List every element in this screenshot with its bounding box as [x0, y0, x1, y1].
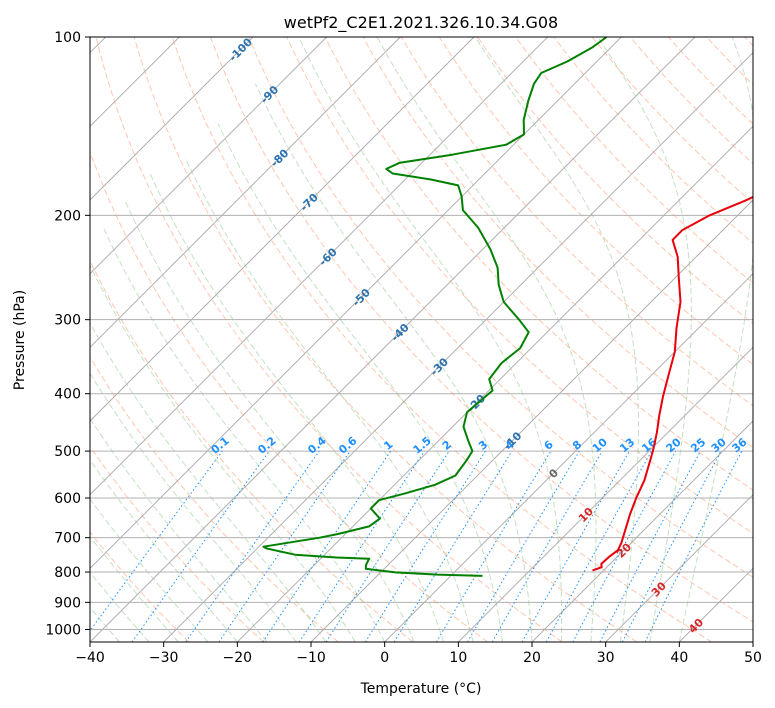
dry-adiabat-line — [286, 37, 753, 534]
moist-adiabat-line — [678, 37, 753, 642]
isotherm-line — [384, 272, 753, 642]
x-tick-label: 40 — [670, 650, 688, 666]
mixing-ratio-line — [545, 450, 653, 642]
chart-title: wetPf2_C2E1.2021.326.10.34.G08 — [284, 13, 558, 33]
moist-adiabat-line — [125, 201, 415, 642]
x-tick-label: 50 — [744, 650, 762, 666]
x-tick-label: 0 — [380, 650, 389, 666]
mixing-ratio-line — [364, 450, 486, 642]
moist-adiabat-line — [298, 37, 563, 642]
moist-adiabat-line — [90, 571, 150, 642]
dry-adiabat-line — [133, 37, 638, 642]
moist-adiabat-line — [597, 37, 692, 642]
y-tick-label: 100 — [54, 30, 81, 46]
y-tick-label: 200 — [54, 208, 81, 224]
moist-adiabat-line — [149, 173, 445, 642]
moist-adiabat-line — [90, 606, 120, 642]
isotherm-line — [90, 37, 401, 349]
y-tick-label: 600 — [54, 491, 81, 507]
dewpoint-profile-line — [262, 37, 608, 577]
y-tick-label: 1000 — [45, 622, 81, 638]
plot-frame — [89, 36, 754, 643]
y-tick-label: 500 — [54, 444, 81, 460]
isotherm-line — [236, 125, 753, 642]
x-tick-label: 30 — [597, 650, 615, 666]
isotherm-line — [310, 199, 753, 642]
dry-adiabat-line — [248, 37, 753, 578]
dry-adiabat-line — [210, 37, 753, 623]
x-axis-label: Temperature (°C) — [360, 681, 482, 697]
isotherm-line — [457, 346, 753, 642]
y-tick-label: 300 — [54, 313, 81, 329]
mixing-ratio-line — [131, 450, 270, 642]
x-tick-label: 20 — [523, 650, 541, 666]
moist-adiabat-line — [90, 321, 327, 642]
moist-adiabat-line — [474, 37, 639, 642]
mixing-ratio-line — [435, 450, 552, 642]
isotherm-line — [90, 37, 328, 275]
dry-adiabat-line — [400, 37, 753, 407]
x-tick-label: 10 — [449, 650, 467, 666]
y-axis-label: Pressure (hPa) — [12, 290, 28, 390]
dry-adiabat-line — [438, 37, 753, 366]
mixing-ratio-line — [218, 450, 351, 642]
moist-adiabat-line — [90, 459, 238, 642]
isotherm-line — [90, 37, 622, 570]
moist-adiabat-line — [90, 498, 209, 642]
y-tick-label: 700 — [54, 531, 81, 547]
moist-adiabat-line — [90, 264, 356, 642]
temperature-profile-line — [592, 195, 753, 572]
dry-adiabat-line — [90, 356, 339, 642]
dry-adiabat-line — [629, 37, 753, 165]
y-tick-label: 800 — [54, 565, 81, 581]
dry-adiabat-line — [324, 37, 753, 491]
x-tick-label: −30 — [149, 650, 179, 666]
mixing-ratio-line — [521, 450, 630, 642]
mixing-ratio-line — [393, 450, 513, 642]
mixing-ratio-line — [325, 450, 450, 642]
mixing-ratio-line — [90, 450, 223, 632]
moist-adiabat-line — [376, 37, 597, 642]
moist-adiabat-line — [217, 123, 503, 642]
x-tick-label: −40 — [75, 650, 105, 666]
isotherm-line — [90, 37, 254, 201]
dry-adiabat-line — [90, 531, 190, 642]
isotherm-line — [90, 37, 475, 422]
isotherm-line — [531, 420, 753, 642]
mixing-ratio-line — [572, 450, 677, 642]
y-tick-label: 400 — [54, 387, 81, 403]
mixing-ratio-line — [185, 450, 320, 642]
isotherm-line — [90, 37, 696, 642]
moist-adiabat-line — [254, 83, 533, 642]
x-tick-label: −20 — [223, 650, 253, 666]
x-tick-label: −10 — [296, 650, 326, 666]
isotherm-line — [605, 493, 753, 642]
y-tick-label: 900 — [54, 595, 81, 611]
moist-adiabat-line — [90, 417, 268, 642]
moist-adiabat-line — [90, 372, 297, 642]
isotherm-line — [90, 37, 549, 496]
dry-adiabat-line — [553, 37, 753, 244]
dry-adiabat-line — [591, 37, 753, 204]
dry-adiabat-line — [515, 37, 753, 284]
dry-adiabat-line — [90, 150, 488, 642]
dry-adiabat-line — [477, 37, 753, 325]
dry-adiabat-line — [95, 37, 563, 642]
mixing-ratio-line — [467, 450, 580, 642]
moist-adiabat-line — [90, 535, 179, 642]
isotherm-line — [163, 51, 753, 642]
mixing-ratio-line — [491, 450, 603, 642]
